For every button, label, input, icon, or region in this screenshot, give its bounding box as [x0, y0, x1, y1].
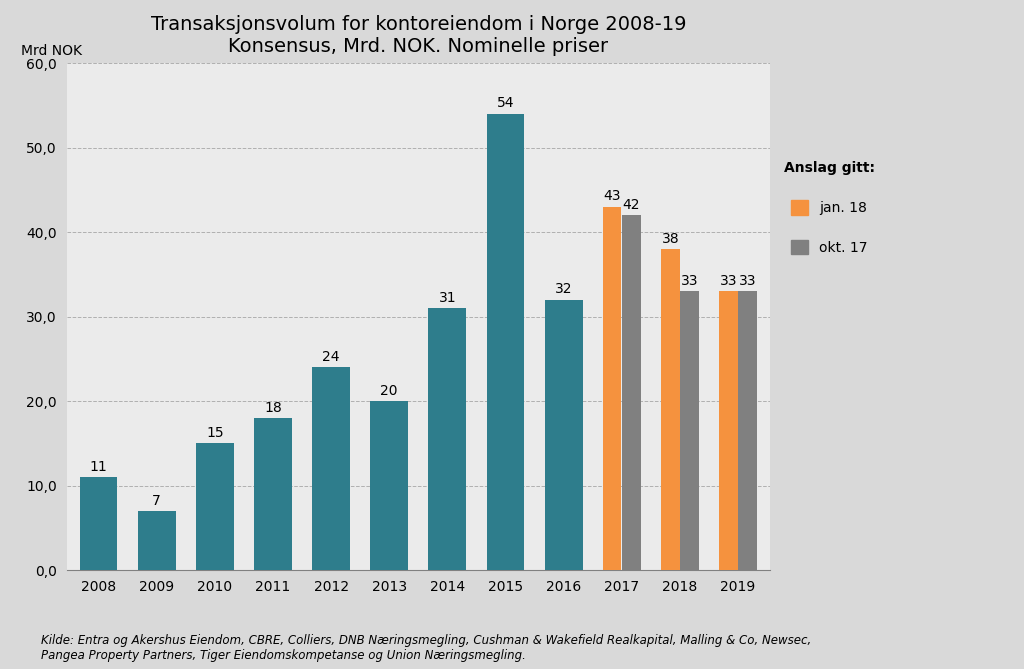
Bar — [428, 308, 466, 570]
Text: Kilde: Entra og Akershus Eiendom, CBRE, Colliers, DNB Næringsmegling, Cushman & : Kilde: Entra og Akershus Eiendom, CBRE, … — [41, 634, 811, 662]
Text: Mrd NOK: Mrd NOK — [20, 44, 82, 58]
Bar — [486, 114, 524, 570]
Bar — [738, 291, 757, 570]
Text: 43: 43 — [603, 189, 621, 203]
Text: 33: 33 — [681, 274, 698, 288]
Text: 32: 32 — [555, 282, 572, 296]
Text: 38: 38 — [662, 231, 679, 246]
Text: 42: 42 — [623, 198, 640, 212]
Text: 7: 7 — [153, 494, 161, 508]
Text: 33: 33 — [720, 274, 737, 288]
Text: 24: 24 — [323, 350, 340, 364]
Text: 15: 15 — [206, 426, 223, 440]
Text: 54: 54 — [497, 96, 514, 110]
Bar — [312, 367, 350, 570]
Bar — [680, 291, 698, 570]
Bar — [80, 477, 118, 570]
Bar — [254, 418, 292, 570]
Text: 20: 20 — [381, 384, 398, 397]
Bar — [622, 215, 641, 570]
Legend: jan. 18, okt. 17: jan. 18, okt. 17 — [784, 161, 874, 255]
Bar — [196, 444, 233, 570]
Bar — [371, 401, 409, 570]
Text: 18: 18 — [264, 401, 282, 415]
Bar — [138, 511, 175, 570]
Text: 33: 33 — [739, 274, 757, 288]
Bar — [545, 300, 583, 570]
Title: Transaksjonsvolum for kontoreiendom i Norge 2008-19
Konsensus, Mrd. NOK. Nominel: Transaksjonsvolum for kontoreiendom i No… — [151, 15, 686, 56]
Text: 11: 11 — [90, 460, 108, 474]
Bar — [603, 207, 622, 570]
Text: 31: 31 — [438, 291, 456, 305]
Bar — [719, 291, 737, 570]
Bar — [662, 249, 680, 570]
